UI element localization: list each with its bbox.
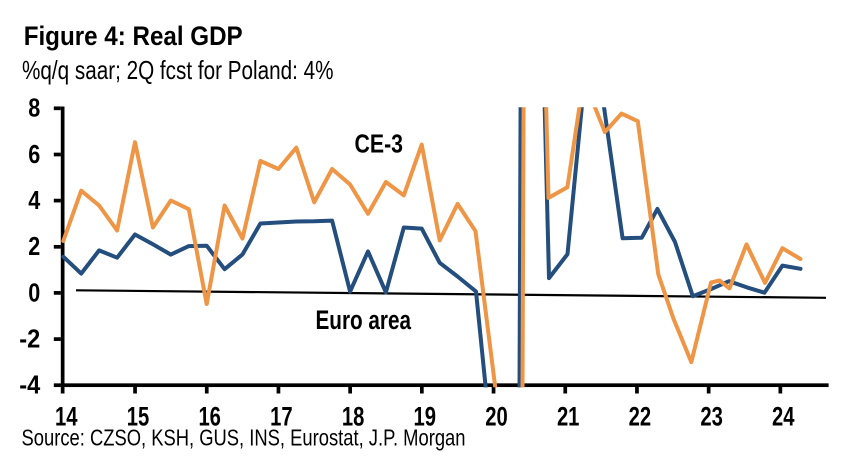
svg-text:%q/q saar; 2Q fcst for Poland:: %q/q saar; 2Q fcst for Poland: 4% — [22, 55, 334, 85]
svg-text:18: 18 — [342, 401, 365, 431]
svg-text:19: 19 — [414, 401, 437, 431]
svg-text:4: 4 — [28, 185, 40, 215]
svg-text:Euro area: Euro area — [316, 305, 412, 335]
svg-text:6: 6 — [28, 139, 40, 169]
svg-text:22: 22 — [629, 401, 652, 431]
svg-text:8: 8 — [28, 93, 40, 123]
svg-text:2: 2 — [28, 231, 40, 261]
svg-text:-4: -4 — [19, 370, 40, 400]
svg-text:Figure 4: Real GDP: Figure 4: Real GDP — [24, 21, 243, 51]
svg-text:Source: CZSO, KSH, GUS, INS, E: Source: CZSO, KSH, GUS, INS, Eurostat, J… — [22, 425, 466, 451]
svg-text:23: 23 — [700, 401, 723, 431]
svg-text:17: 17 — [270, 401, 293, 431]
svg-text:CE-3: CE-3 — [355, 128, 404, 158]
svg-text:-2: -2 — [19, 324, 40, 354]
svg-text:14: 14 — [55, 401, 78, 431]
svg-text:24: 24 — [772, 401, 795, 431]
svg-text:15: 15 — [127, 401, 150, 431]
svg-text:0: 0 — [28, 277, 40, 307]
svg-text:20: 20 — [485, 401, 508, 431]
svg-text:21: 21 — [557, 401, 580, 431]
svg-text:16: 16 — [198, 401, 221, 431]
